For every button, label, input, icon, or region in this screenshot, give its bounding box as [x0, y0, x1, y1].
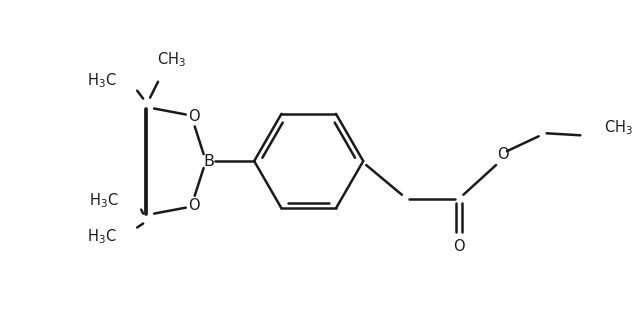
Text: O: O	[188, 109, 200, 124]
Text: H$_3$C: H$_3$C	[87, 72, 116, 90]
Text: B: B	[203, 154, 214, 169]
Text: CH$_3$: CH$_3$	[604, 118, 633, 137]
Text: O: O	[497, 146, 509, 162]
Text: CH$_3$: CH$_3$	[157, 51, 186, 69]
Text: O: O	[454, 239, 465, 254]
Text: O: O	[188, 198, 200, 213]
Text: H$_3$C: H$_3$C	[89, 192, 118, 210]
Text: H$_3$C: H$_3$C	[87, 227, 116, 246]
